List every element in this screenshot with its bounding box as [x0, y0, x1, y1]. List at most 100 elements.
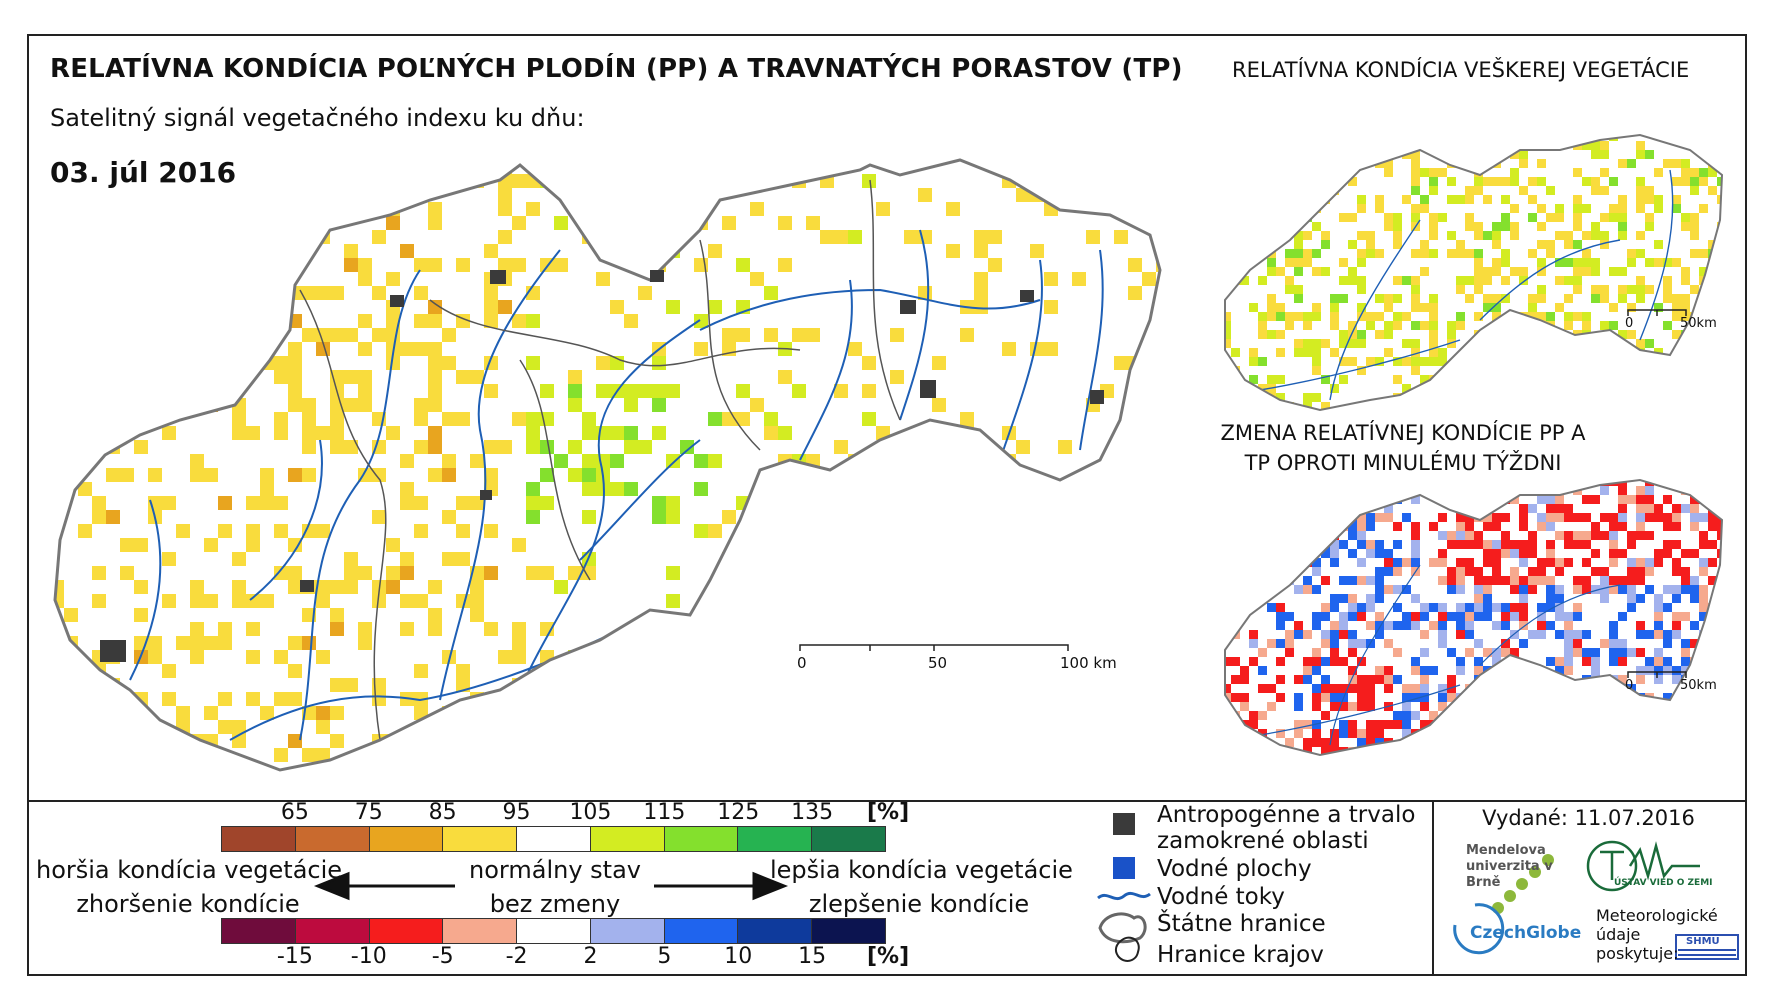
- map-cell: [1510, 540, 1519, 549]
- map-cell: [246, 622, 260, 636]
- map-cell: [722, 216, 736, 230]
- map-cell: [1447, 321, 1456, 330]
- map-cell: [1690, 576, 1699, 585]
- map-cell: [1375, 576, 1384, 585]
- map-cell: [1384, 222, 1393, 231]
- map-cell: [1492, 711, 1501, 720]
- map-cell: [1537, 756, 1546, 765]
- map-cell: [330, 160, 344, 174]
- map-cell: [1564, 531, 1573, 540]
- map-cell: [414, 664, 428, 678]
- map-cell: [1285, 276, 1294, 285]
- map-cell: [218, 286, 232, 300]
- map-cell: [1348, 150, 1357, 159]
- map-cell: [1546, 339, 1555, 348]
- map-cell: [1627, 159, 1636, 168]
- map-cell: [1357, 285, 1366, 294]
- map-cell: [1645, 486, 1654, 495]
- map-cell: [1339, 702, 1348, 711]
- map-cell: [1456, 630, 1465, 639]
- map-cell: [1537, 558, 1546, 567]
- map-cell: [1384, 558, 1393, 567]
- map-cell: [652, 356, 666, 370]
- map-cell: [764, 412, 778, 426]
- map-cell: [1663, 522, 1672, 531]
- map-cell: [1348, 702, 1357, 711]
- map-cell: [1510, 231, 1519, 240]
- map-cell: [610, 300, 624, 314]
- map-cell: [1645, 513, 1654, 522]
- map-cell: [1582, 684, 1591, 693]
- map-cell: [1537, 204, 1546, 213]
- map-cell: [204, 594, 218, 608]
- map-cell: [274, 692, 288, 706]
- better-condition-label: lepšia kondícia vegetácie: [770, 856, 1073, 884]
- map-cell: [1519, 540, 1528, 549]
- map-cell: [1456, 357, 1465, 366]
- map-cell: [1699, 648, 1708, 657]
- map-cell: [1357, 576, 1366, 585]
- map-cell: [1438, 213, 1447, 222]
- map-cell: [1708, 135, 1717, 141]
- map-cell: [652, 188, 666, 202]
- map-cell: [1699, 567, 1708, 576]
- map-cell: [1474, 249, 1483, 258]
- map-cell: [1258, 135, 1267, 141]
- map-cell: [1429, 312, 1438, 321]
- map-cell: [414, 342, 428, 356]
- map-cell: [1546, 486, 1555, 495]
- map-cell: [596, 664, 610, 678]
- map-cell: [274, 216, 288, 230]
- map-cell: [1456, 276, 1465, 285]
- map-cell: [1474, 141, 1483, 150]
- map-cell: [1231, 195, 1240, 204]
- map-cell: [1357, 738, 1366, 747]
- map-cell: [1465, 384, 1474, 393]
- map-cell: [1501, 249, 1510, 258]
- map-cell: [316, 524, 330, 538]
- map-cell: [1699, 612, 1708, 621]
- map-cell: [1582, 648, 1591, 657]
- map-cell: [1609, 267, 1618, 276]
- map-cell: [1312, 141, 1321, 150]
- map-cell: [1294, 720, 1303, 729]
- map-cell: [106, 776, 120, 790]
- map-cell: [1492, 540, 1501, 549]
- map-cell: [316, 748, 330, 762]
- map-cell: [1231, 141, 1240, 150]
- map-cell: [1321, 711, 1330, 720]
- map-cell: [1303, 585, 1312, 594]
- map-cell: [330, 734, 344, 748]
- map-cell: [330, 426, 344, 440]
- map-cell: [652, 426, 666, 440]
- map-cell: [316, 286, 330, 300]
- map-cell: [750, 720, 764, 734]
- map-cell: [1357, 603, 1366, 612]
- map-cell: [1537, 384, 1546, 393]
- map-cell: [1321, 504, 1330, 513]
- map-cell: [386, 356, 400, 370]
- map-cell: [1366, 720, 1375, 729]
- map-cell: [932, 440, 946, 454]
- map-cell: [498, 440, 512, 454]
- water-bodies-swatch: [1113, 857, 1135, 879]
- map-cell: [1393, 231, 1402, 240]
- map-cell: [1555, 711, 1564, 720]
- condition-swatch: [738, 827, 813, 851]
- map-cell: [1002, 636, 1016, 650]
- map-cell: [1600, 486, 1609, 495]
- map-cell: [1375, 594, 1384, 603]
- map-cell: [1393, 294, 1402, 303]
- map-cell: [1411, 186, 1420, 195]
- map-cell: [1672, 567, 1681, 576]
- map-cell: [1537, 567, 1546, 576]
- map-cell: [1645, 531, 1654, 540]
- map-cell: [1465, 159, 1474, 168]
- map-cell: [1681, 567, 1690, 576]
- map-cell: [134, 440, 148, 454]
- map-cell: [1672, 540, 1681, 549]
- map-cell: [1483, 276, 1492, 285]
- map-cell: [1348, 531, 1357, 540]
- map-cell: [1564, 621, 1573, 630]
- map-cell: [148, 468, 162, 482]
